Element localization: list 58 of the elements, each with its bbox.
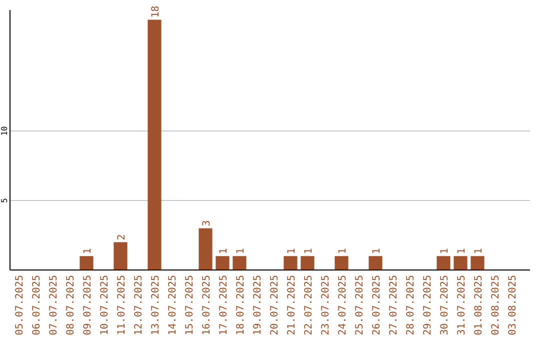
bar xyxy=(148,20,162,270)
x-tick-label: 31.07.2025 xyxy=(456,275,468,336)
x-tick-label: 09.07.2025 xyxy=(82,275,94,336)
data-label: 1 xyxy=(474,248,484,254)
bar xyxy=(334,256,348,270)
x-tick-label: 10.07.2025 xyxy=(100,275,110,336)
data-label: 1 xyxy=(236,248,246,254)
bar xyxy=(80,256,94,270)
x-tick-label: 06.07.2025 xyxy=(32,275,42,336)
x-tick-label: 29.07.2025 xyxy=(422,275,434,336)
x-tick-label: 08.07.2025 xyxy=(66,275,76,336)
data-label: 1 xyxy=(286,248,298,254)
bar xyxy=(198,228,212,270)
x-tick-label: 25.07.2025 xyxy=(354,275,366,336)
bar xyxy=(232,256,246,270)
x-tick-label: 18.07.2025 xyxy=(236,275,246,336)
y-tick-label: 5 xyxy=(0,198,9,203)
x-tick-label: 27.07.2025 xyxy=(388,275,400,336)
bar xyxy=(368,256,382,270)
x-tick-label: 07.07.2025 xyxy=(48,275,60,336)
x-tick-label: 28.07.2025 xyxy=(406,275,416,336)
bar xyxy=(216,256,230,270)
data-label: 1 xyxy=(372,248,382,254)
data-label: 1 xyxy=(338,248,348,254)
data-label: 1 xyxy=(218,248,230,254)
x-tick-label: 23.07.2025 xyxy=(320,275,332,336)
x-tick-label: 12.07.2025 xyxy=(134,275,144,336)
x-tick-label: 17.07.2025 xyxy=(218,275,230,336)
x-tick-label: 02.08.2025 xyxy=(490,275,502,336)
y-tick-label: 10 xyxy=(0,126,9,136)
data-label: 1 xyxy=(82,248,94,254)
data-label: 2 xyxy=(116,234,128,240)
bar xyxy=(470,256,484,270)
x-tick-label: 22.07.2025 xyxy=(304,275,314,336)
x-tick-label: 19.07.2025 xyxy=(252,275,264,336)
bar xyxy=(436,256,450,270)
data-label: 3 xyxy=(202,220,212,226)
x-tick-label: 20.07.2025 xyxy=(270,275,280,336)
x-tick-label: 11.07.2025 xyxy=(116,275,128,336)
x-tick-label: 01.08.2025 xyxy=(474,275,484,336)
x-tick-label: 30.07.2025 xyxy=(440,275,450,336)
x-tick-label: 21.07.2025 xyxy=(286,275,298,336)
bar xyxy=(114,242,128,270)
x-tick-label: 16.07.2025 xyxy=(202,275,212,336)
data-label: 1 xyxy=(304,248,314,254)
x-tick-label: 05.07.2025 xyxy=(14,275,26,336)
x-tick-label: 13.07.2025 xyxy=(150,275,162,336)
data-label: 18 xyxy=(150,6,162,18)
bar xyxy=(454,256,468,270)
data-label: 1 xyxy=(440,248,450,254)
x-tick-label: 03.08.2025 xyxy=(508,275,518,336)
x-tick-label: 14.07.2025 xyxy=(168,275,178,336)
x-tick-label: 15.07.2025 xyxy=(184,275,196,336)
x-tick-label: 26.07.2025 xyxy=(372,275,382,336)
data-label: 1 xyxy=(456,248,468,254)
bar xyxy=(284,256,298,270)
bar xyxy=(300,256,314,270)
x-tick-label: 24.07.2025 xyxy=(338,275,348,336)
